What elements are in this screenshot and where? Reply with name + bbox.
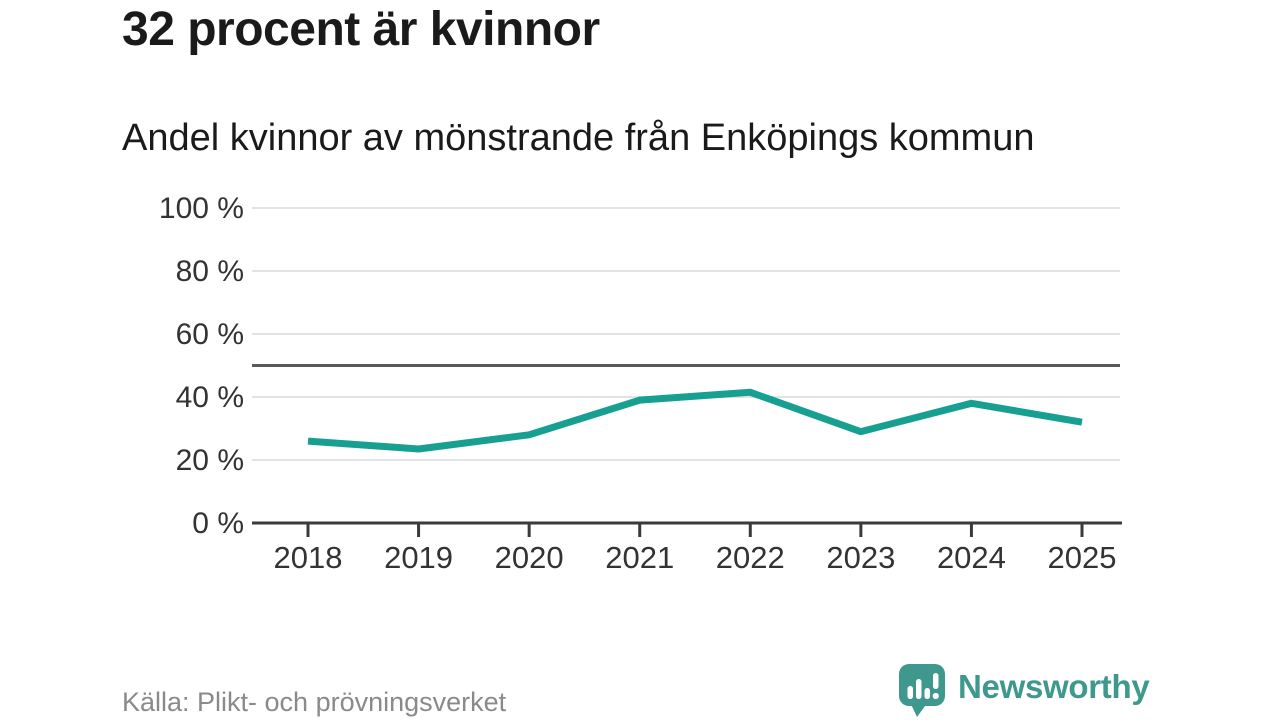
logo-exclamation-icon: [933, 673, 939, 689]
x-tick-label: 2019: [384, 540, 453, 575]
y-tick-label: 60 %: [176, 318, 244, 351]
x-tick-label: 2022: [716, 540, 785, 575]
x-tick-label: 2021: [605, 540, 674, 575]
y-tick-label: 20 %: [176, 444, 244, 477]
newsworthy-wordmark: Newsworthy: [958, 668, 1150, 705]
newsworthy-logo-icon: [899, 664, 945, 717]
logo-bar-2: [916, 679, 922, 699]
y-tick-label: 0 %: [192, 507, 244, 540]
y-tick-label: 40 %: [176, 381, 244, 414]
data-line: [307, 388, 1083, 453]
logo-bar-3: [924, 688, 930, 699]
chart-subtitle: Andel kvinnor av mönstrande från Enköpin…: [122, 117, 1035, 159]
x-tick-label: 2023: [826, 540, 895, 575]
y-tick-label: 80 %: [176, 255, 244, 288]
x-tick-label: 2024: [937, 540, 1006, 575]
source-note: Källa: Plikt- och prövningsverket: [122, 687, 507, 717]
chart-title: 32 procent är kvinnor: [122, 3, 600, 56]
y-tick-label: 100 %: [159, 192, 244, 225]
logo-bar-1: [907, 686, 913, 699]
x-tick-label: 2025: [1048, 540, 1117, 575]
x-tick-label: 2018: [274, 540, 343, 575]
newsworthy-logo: Newsworthy: [897, 662, 1150, 718]
x-tick-label: 2020: [495, 540, 564, 575]
